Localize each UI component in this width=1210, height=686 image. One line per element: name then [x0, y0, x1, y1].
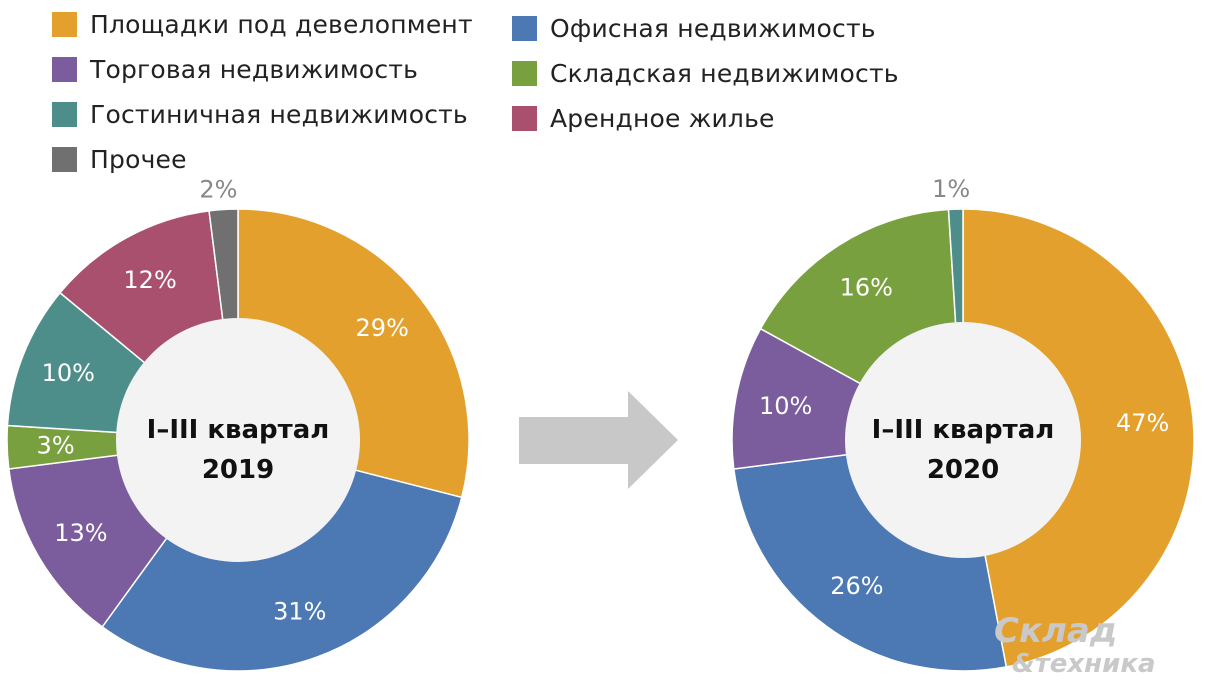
- donut-chart-2019: 29% 31% 13% 3% 10% 12% 2% I–III квартал 2019: [6, 175, 470, 672]
- slice-label-dev-2019: 29%: [356, 314, 409, 342]
- slice-office-2019: [101, 439, 463, 672]
- slice-label-office-2020: 26%: [830, 572, 883, 600]
- watermark-logo: Склад &техника: [994, 611, 1156, 676]
- chart-legend: Площадки под девелопмент Офисная недвижим…: [0, 0, 1000, 190]
- legend-swatch-hotel: [52, 101, 77, 127]
- slice-label-office-2019: 31%: [273, 598, 326, 626]
- center-label-period: I–III квартал: [147, 415, 330, 445]
- legend-swatch-other: [52, 146, 77, 172]
- legend-item-retail: Торговая недвижимость: [52, 51, 418, 87]
- watermark-line2: &техника: [1012, 649, 1156, 676]
- center-label-year: 2019: [202, 455, 274, 485]
- center-label-period: I–III квартал: [872, 415, 1055, 445]
- legend-label-rental: Арендное жилье: [550, 103, 775, 133]
- slice-label-warehouse-2020: 16%: [840, 274, 893, 302]
- legend-swatch-rental: [512, 105, 537, 131]
- legend-label-dev: Площадки под девелопмент: [90, 9, 473, 39]
- legend-swatch-dev: [52, 11, 77, 37]
- arrow-right-icon: [519, 391, 678, 489]
- watermark-line1: Склад: [994, 611, 1117, 651]
- center-label-year: 2020: [927, 455, 999, 485]
- donut-chart-2020: 47% 26% 10% 16% 1% I–III квартал 2020: [731, 175, 1195, 672]
- legend-item-office: Офисная недвижимость: [512, 10, 876, 46]
- donut-hole: [116, 318, 360, 562]
- slice-label-rental-2019: 12%: [123, 266, 176, 294]
- legend-label-other: Прочее: [90, 144, 187, 174]
- slice-label-retail-2020: 10%: [759, 392, 812, 420]
- legend-item-other: Прочее: [52, 141, 187, 177]
- slice-label-hotel-2019: 10%: [42, 359, 95, 387]
- legend-swatch-office: [512, 15, 537, 41]
- slice-label-warehouse-2019: 3%: [37, 432, 75, 460]
- legend-item-warehouse: Складская недвижимость: [512, 55, 899, 91]
- legend-item-rental: Арендное жилье: [512, 100, 775, 136]
- legend-label-hotel: Гостиничная недвижимость: [90, 99, 468, 129]
- donut-hole: [845, 322, 1081, 558]
- legend-label-warehouse: Складская недвижимость: [550, 58, 899, 88]
- legend-swatch-warehouse: [512, 60, 537, 86]
- slice-label-hotel-2020: 1%: [932, 175, 970, 203]
- legend-label-office: Офисная недвижимость: [550, 13, 876, 43]
- slice-label-retail-2019: 13%: [54, 519, 107, 547]
- legend-label-retail: Торговая недвижимость: [90, 54, 419, 84]
- legend-item-hotel: Гостиничная недвижимость: [52, 96, 468, 132]
- legend-swatch-retail: [52, 56, 77, 82]
- slice-label-dev-2020: 47%: [1116, 409, 1169, 437]
- legend-item-dev: Площадки под девелопмент: [52, 6, 473, 42]
- slice-label-other-2019: 2%: [199, 175, 237, 203]
